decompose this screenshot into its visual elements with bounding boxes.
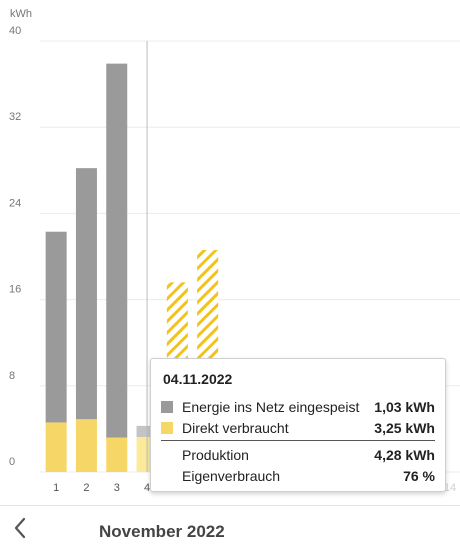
y-axis-ticks: 0 8 16 24 32 40 [9, 25, 21, 468]
bar-direct-consumption[interactable] [45, 422, 67, 472]
tooltip-label: Produktion [182, 446, 249, 463]
bar-direct-consumption[interactable] [75, 419, 97, 472]
x-tick-label: 3 [114, 482, 120, 494]
tooltip-row-direct-consumption: Direkt verbraucht 3,25 kWh [161, 417, 435, 438]
footer-bar: November 2022 [0, 505, 460, 552]
bar-grid-feed-in[interactable] [45, 231, 67, 423]
tooltip-value: 76 % [403, 467, 435, 484]
tooltip-label: Eigenverbrauch [182, 467, 281, 484]
y-axis-unit-label: kWh [10, 8, 32, 20]
direct-consumption-swatch [161, 421, 173, 434]
tooltip-label: Direkt verbraucht [182, 419, 289, 436]
y-tick-label: 0 [9, 456, 15, 468]
y-tick-label: 40 [9, 25, 21, 37]
grid-feed-in-swatch [161, 400, 173, 413]
tooltip-row-self-consumption: Eigenverbrauch 76 % [161, 465, 435, 486]
y-tick-label: 8 [9, 370, 15, 382]
y-tick-label: 24 [9, 197, 21, 209]
tooltip-date: 04.11.2022 [163, 371, 233, 387]
back-button[interactable] [8, 516, 32, 540]
tooltip-label: Energie ins Netz eingespeist [182, 398, 360, 415]
bar-direct-consumption[interactable] [106, 437, 128, 472]
y-tick-label: 16 [9, 284, 21, 296]
month-title: November 2022 [99, 522, 225, 541]
bar-grid-feed-in[interactable] [106, 63, 128, 438]
x-tick-label: 14 [444, 482, 456, 494]
tooltip-divider [161, 440, 435, 441]
tooltip-value: 1,03 kWh [374, 398, 435, 415]
tooltip-value: 4,28 kWh [374, 446, 435, 463]
x-tick-label: 4 [144, 482, 150, 494]
y-tick-label: 32 [9, 111, 21, 123]
x-tick-label: 1 [53, 482, 59, 494]
tooltip-row-production: Produktion 4,28 kWh [161, 444, 435, 465]
tooltip: 04.11.2022 Energie ins Netz eingespeist … [150, 358, 446, 492]
tooltip-row-grid-feed-in: Energie ins Netz eingespeist 1,03 kWh [161, 396, 435, 417]
x-tick-label: 2 [83, 482, 89, 494]
tooltip-value: 3,25 kWh [374, 419, 435, 436]
bar-grid-feed-in[interactable] [75, 168, 97, 420]
chevron-left-icon [14, 517, 26, 539]
